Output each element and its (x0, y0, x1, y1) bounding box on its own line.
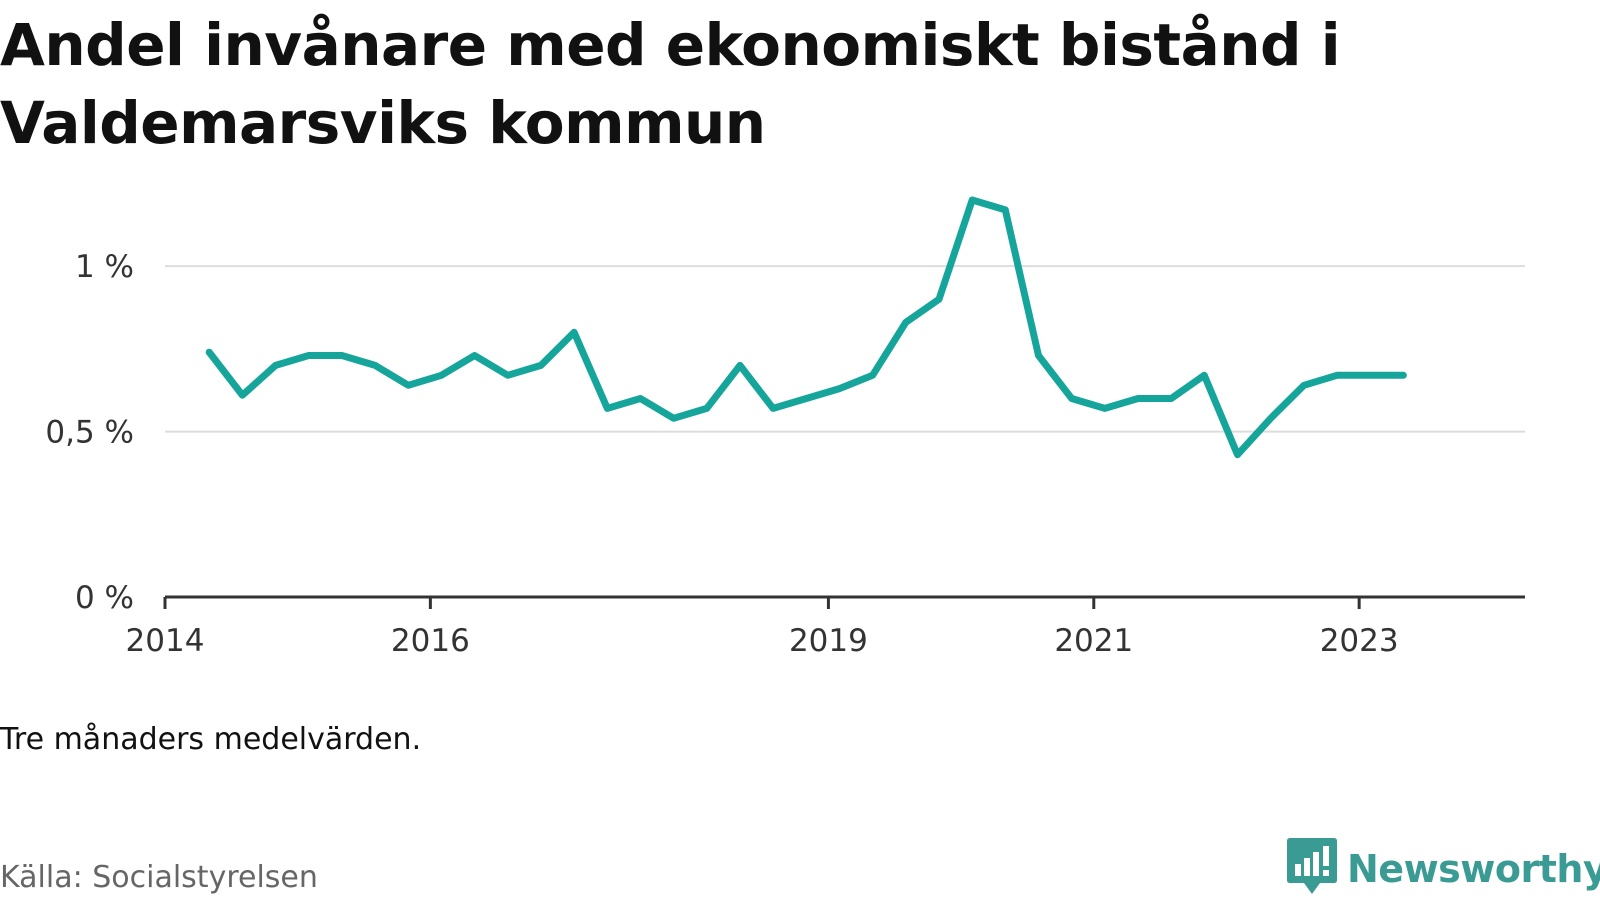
y-tick-label: 1 % (75, 249, 134, 285)
x-tick-label: 2016 (391, 623, 470, 659)
x-tick-label: 2014 (126, 623, 205, 659)
x-tick-label: 2021 (1054, 623, 1133, 659)
series-line (205, 196, 1407, 459)
y-tick-label: 0 % (75, 580, 134, 616)
y-tick-label: 0,5 % (45, 415, 134, 451)
newsworthy-logo-icon (1287, 838, 1337, 900)
x-axis-ticks: 2014 2016 2019 2021 2023 (126, 597, 1399, 659)
gridlines (165, 265, 1525, 433)
chart-note: Tre månaders medelvärden. (0, 722, 422, 757)
brand-name: Newsworthy (1347, 847, 1600, 891)
chart-title: Andel invånare med ekonomiskt bistånd i … (0, 11, 1341, 157)
y-axis-tick-labels: 0 % 0,5 % 1 % (45, 249, 134, 616)
source-credit: Källa: Socialstyrelsen (0, 860, 318, 895)
x-tick-label: 2023 (1320, 623, 1399, 659)
brand-logo: Newsworthy (1287, 838, 1600, 900)
x-tick-label: 2019 (789, 623, 868, 659)
